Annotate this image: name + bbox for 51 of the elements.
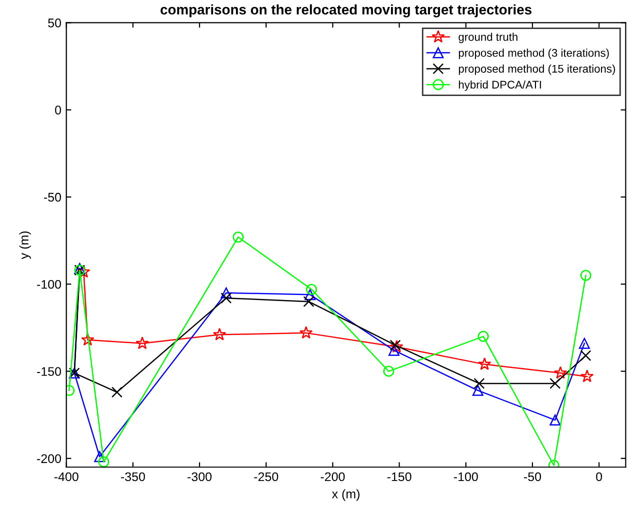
legend-label: ground truth: [458, 32, 518, 44]
point: [111, 386, 122, 398]
x-tick-label: -350: [120, 472, 145, 482]
y-tick-label: -200: [37, 454, 62, 464]
point: [306, 284, 317, 295]
y-tick-label: -50: [44, 192, 62, 202]
y-tick-label: 50: [48, 18, 62, 28]
x-tick-label: -400: [54, 472, 78, 482]
point: [136, 336, 149, 350]
y-tick-label: -150: [37, 367, 62, 376]
point: [390, 340, 404, 353]
legend-label: hybrid DPCA/ATI: [458, 80, 541, 91]
point: [580, 370, 594, 382]
point: [474, 378, 485, 389]
x-tick-label: -100: [454, 472, 478, 482]
x-axis-title: x (m): [332, 489, 360, 501]
point: [554, 366, 567, 379]
legend-label: proposed method (3 iterations): [458, 48, 609, 59]
y-tick-label: 0: [55, 106, 62, 115]
point: [550, 414, 561, 426]
y-axis-title: y (m): [19, 231, 31, 260]
x-tick-label: -300: [188, 472, 212, 482]
point: [578, 338, 590, 349]
point: [472, 384, 484, 396]
point: [478, 330, 489, 342]
point: [303, 296, 314, 308]
point: [232, 232, 244, 243]
point: [478, 357, 492, 370]
point: [304, 289, 316, 300]
point: [81, 333, 94, 346]
point: [220, 292, 232, 304]
point: [550, 378, 561, 389]
point: [580, 270, 592, 281]
point: [220, 287, 232, 298]
point: [77, 265, 90, 278]
x-tick-label: -200: [320, 472, 345, 482]
point: [390, 340, 401, 351]
y-tick-label: -100: [37, 280, 62, 289]
point: [94, 451, 106, 462]
point: [300, 326, 313, 339]
x-tick-label: -50: [524, 472, 542, 482]
x-tick-label: -250: [254, 472, 278, 482]
x-tick-label: -150: [387, 472, 412, 482]
x-tick-label: 0: [596, 472, 602, 482]
point: [388, 344, 400, 356]
point: [212, 328, 226, 340]
legend-label: proposed method (15 iterations): [458, 64, 616, 75]
point: [383, 366, 394, 377]
point: [580, 350, 592, 362]
chart-title: comparisons on the relocated moving target trajectories: [160, 4, 532, 18]
point: [98, 456, 110, 468]
